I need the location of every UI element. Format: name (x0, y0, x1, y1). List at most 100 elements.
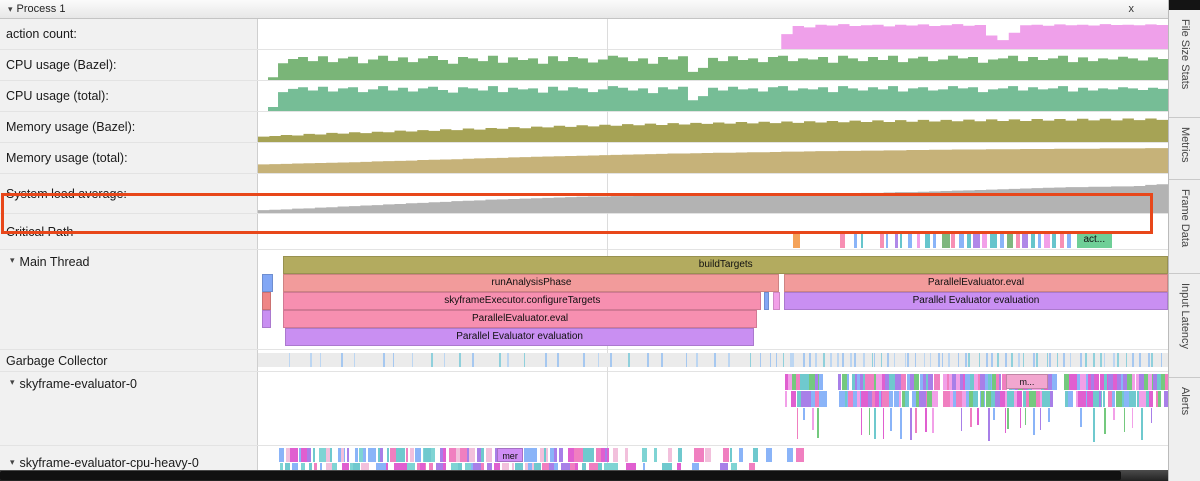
trace-slice[interactable] (973, 391, 978, 407)
trace-slice[interactable] (748, 463, 756, 470)
trace-slice[interactable] (788, 374, 796, 390)
trace-slice[interactable] (1124, 391, 1130, 407)
trace-slice[interactable] (1113, 408, 1116, 421)
trace-slice[interactable] (448, 448, 458, 462)
trace-slice[interactable] (901, 391, 905, 407)
trace-slice[interactable] (473, 463, 484, 470)
main-thread-chart[interactable]: buildTargets runAnalysisPhase ParallelEva… (258, 250, 1168, 349)
trace-slice[interactable] (685, 353, 688, 367)
trace-slice[interactable] (1160, 353, 1163, 367)
trace-slice[interactable] (534, 463, 541, 470)
trace-slice[interactable] (385, 463, 388, 470)
trace-slice[interactable] (392, 353, 395, 367)
trace-slice[interactable] (319, 463, 322, 470)
trace-slice[interactable] (739, 448, 743, 462)
trace-slice[interactable] (1004, 408, 1007, 434)
trace-slice[interactable] (360, 463, 370, 470)
trace-slice[interactable] (856, 374, 860, 390)
trace-slice[interactable] (291, 463, 299, 470)
trace-slice[interactable] (1022, 353, 1025, 367)
trace-slice[interactable] (624, 448, 628, 462)
trace-slice[interactable] (380, 448, 383, 462)
trace-slice[interactable] (977, 408, 979, 426)
trace-slice[interactable] (929, 353, 932, 367)
trace-slice[interactable] (1046, 353, 1049, 367)
track-label-system-load[interactable]: System load average: (0, 174, 258, 213)
trace-slice[interactable] (1022, 232, 1028, 248)
trace-slice[interactable] (329, 448, 333, 462)
trace-slice[interactable] (411, 353, 414, 367)
trace-slice[interactable] (1132, 353, 1134, 367)
trace-slice[interactable] (541, 463, 551, 470)
trace-slice[interactable] (796, 391, 804, 407)
track-label-mem-bazel[interactable]: Memory usage (Bazel): (0, 112, 258, 142)
trace-slice[interactable] (989, 232, 997, 248)
trace-slice[interactable] (1129, 391, 1137, 407)
trace-slice[interactable] (809, 353, 812, 367)
trace-slice[interactable] (1103, 408, 1106, 435)
trace-slice[interactable] (978, 353, 981, 367)
trace-slice[interactable] (914, 353, 917, 367)
trace-slice[interactable] (773, 292, 781, 310)
trace-slice[interactable] (1117, 374, 1123, 390)
trace-slice[interactable] (850, 353, 852, 367)
trace-slice[interactable] (988, 408, 991, 441)
trace-slice[interactable] (430, 448, 436, 462)
trace-slice[interactable] (582, 448, 591, 462)
trace-slice[interactable] (1122, 374, 1128, 390)
trace-slice[interactable] (947, 353, 950, 367)
trace-slice[interactable] (319, 448, 328, 462)
track-label-main-thread[interactable]: ▾ Main Thread (0, 250, 258, 349)
trace-slice[interactable] (911, 391, 920, 407)
trace-slice[interactable] (691, 463, 699, 470)
trace-slice[interactable] (763, 292, 770, 310)
trace-slice[interactable] (904, 353, 907, 367)
trace-slice[interactable] (1032, 353, 1035, 367)
trace-slice[interactable]: ParallelEvaluator.eval (283, 310, 757, 328)
trace-slice[interactable] (379, 463, 388, 470)
trace-slice[interactable] (654, 448, 658, 462)
trace-slice[interactable] (507, 353, 510, 367)
collapse-icon[interactable]: ▾ (8, 3, 13, 14)
trace-slice[interactable] (960, 374, 965, 390)
trace-slice[interactable] (846, 374, 850, 390)
trace-slice[interactable] (1071, 374, 1082, 390)
trace-slice[interactable] (942, 232, 950, 248)
trace-slice[interactable] (714, 353, 716, 367)
trace-slice[interactable] (443, 353, 446, 367)
trace-slice[interactable] (882, 391, 889, 407)
trace-slice[interactable] (611, 463, 619, 470)
trace-slice[interactable] (325, 463, 335, 470)
trace-slice[interactable] (549, 448, 554, 462)
trace-slice[interactable] (352, 463, 361, 470)
trace-slice[interactable] (991, 391, 998, 407)
trace-slice[interactable] (923, 353, 926, 367)
trace-slice[interactable] (973, 232, 980, 248)
trace-slice[interactable]: act... (1077, 232, 1112, 248)
trace-slice[interactable] (796, 408, 799, 440)
scrollbar-thumb[interactable] (0, 471, 1122, 480)
trace-slice[interactable] (319, 353, 322, 367)
trace-slice[interactable] (951, 232, 956, 248)
trace-slice[interactable] (811, 391, 815, 407)
trace-slice[interactable] (1147, 353, 1150, 367)
trace-slice[interactable] (994, 391, 1005, 407)
skyframe-evaluator-0-chart[interactable]: m... (258, 372, 1168, 445)
trace-slice[interactable] (494, 463, 501, 470)
trace-slice[interactable] (802, 353, 805, 367)
trace-slice[interactable] (626, 463, 636, 470)
trace-slice[interactable] (1050, 391, 1053, 407)
trace-slice[interactable] (932, 408, 934, 433)
trace-slice[interactable] (970, 374, 975, 390)
horizontal-scrollbar[interactable] (0, 470, 1168, 481)
trace-slice[interactable] (893, 353, 896, 367)
trace-slice[interactable] (705, 448, 712, 462)
trace-slice[interactable] (436, 463, 445, 470)
trace-slice[interactable] (784, 374, 789, 390)
trace-slice[interactable] (1139, 353, 1141, 367)
trace-slice[interactable] (722, 448, 730, 462)
trace-slice[interactable] (854, 353, 856, 367)
trace-slice[interactable] (554, 463, 558, 470)
trace-slice[interactable] (1016, 232, 1020, 248)
trace-slice[interactable] (1041, 391, 1048, 407)
